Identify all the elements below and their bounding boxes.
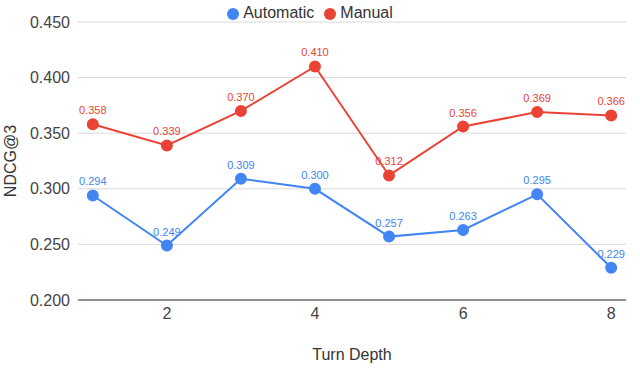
svg-text:0.229: 0.229	[597, 248, 625, 260]
svg-text:6: 6	[459, 305, 468, 322]
svg-text:4: 4	[311, 305, 320, 322]
svg-text:8: 8	[607, 305, 616, 322]
svg-text:0.263: 0.263	[449, 210, 477, 222]
svg-text:0.249: 0.249	[153, 226, 181, 238]
svg-text:0.309: 0.309	[227, 159, 255, 171]
svg-text:0.356: 0.356	[449, 107, 477, 119]
svg-text:0.257: 0.257	[375, 217, 403, 229]
svg-text:0.358: 0.358	[79, 104, 107, 116]
svg-text:0.400: 0.400	[30, 69, 70, 86]
svg-text:0.369: 0.369	[523, 92, 551, 104]
svg-text:0.339: 0.339	[153, 125, 181, 137]
svg-text:0.200: 0.200	[30, 292, 70, 309]
html-text:Automatic: Automatic	[243, 4, 315, 21]
svg-text:0.300: 0.300	[30, 180, 70, 197]
svg-text:0.250: 0.250	[30, 236, 70, 253]
svg-text:Turn Depth: Turn Depth	[312, 346, 391, 363]
svg-text:0.370: 0.370	[227, 91, 255, 103]
svg-text:0.410: 0.410	[301, 46, 329, 58]
svg-text:0.312: 0.312	[375, 155, 403, 167]
svg-text:2: 2	[162, 305, 171, 322]
svg-text:0.295: 0.295	[523, 174, 551, 186]
svg-text:0.300: 0.300	[301, 169, 329, 181]
svg-text:0.350: 0.350	[30, 125, 70, 142]
svg-text:0.450: 0.450	[30, 14, 70, 31]
svg-text:NDCG@3: NDCG@3	[8, 125, 19, 197]
html-text:Manual: Manual	[340, 4, 393, 21]
svg-text:0.366: 0.366	[597, 95, 625, 107]
svg-text:0.294: 0.294	[79, 175, 107, 187]
